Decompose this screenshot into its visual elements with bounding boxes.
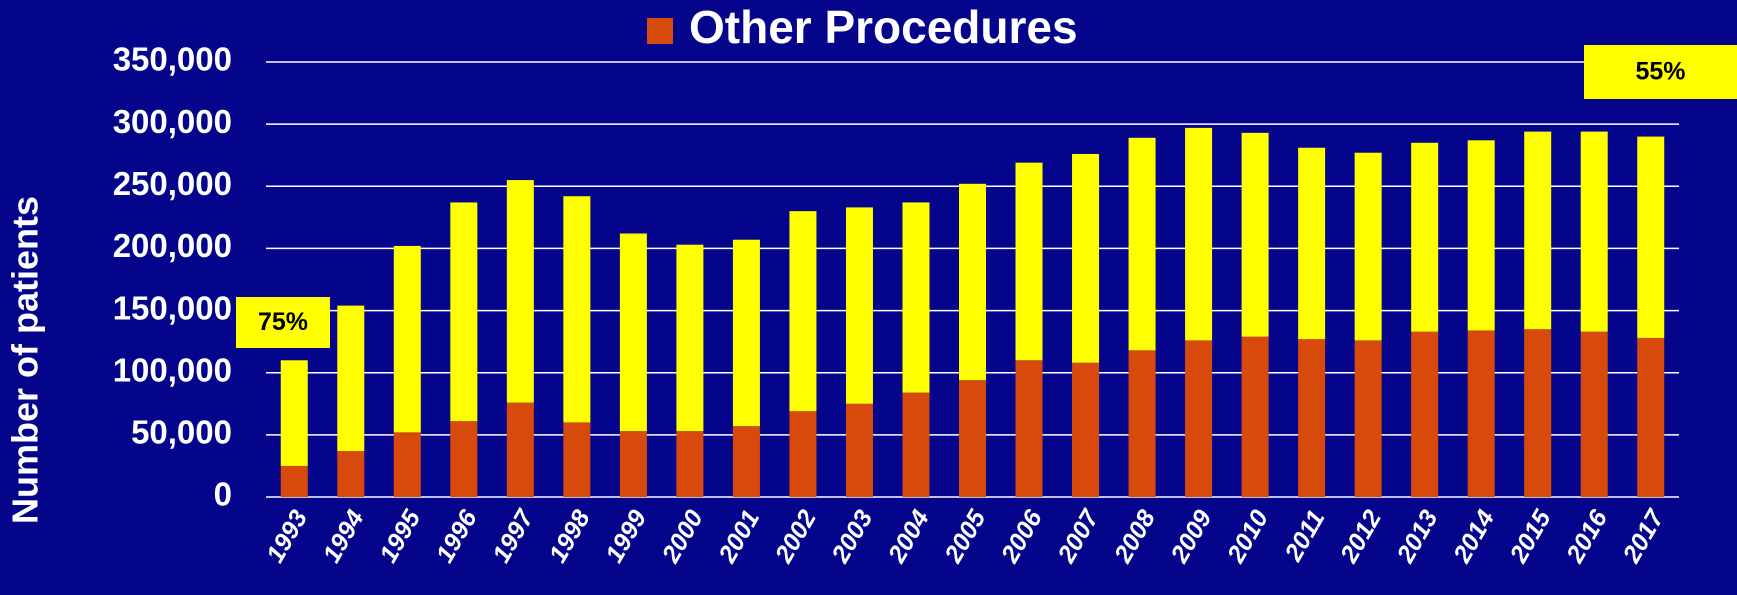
y-tick-label: 0 — [214, 476, 232, 513]
bar-segment — [902, 392, 930, 497]
bar-segment — [1241, 336, 1269, 497]
bar-segment — [280, 465, 308, 497]
bar-segment — [1580, 131, 1608, 332]
bar-segment — [845, 403, 873, 497]
bar-segment — [902, 202, 930, 393]
bar-segment — [1524, 329, 1552, 497]
y-tick-label: 300,000 — [113, 103, 232, 140]
bar-segment — [1072, 362, 1100, 497]
bar-segment — [450, 202, 478, 422]
bar-segment — [1467, 330, 1495, 497]
bar-segment — [1411, 142, 1439, 332]
bar-segment — [676, 431, 704, 497]
bar-segment — [619, 233, 647, 432]
bar-segment — [1580, 331, 1608, 497]
bar-segment — [393, 245, 421, 433]
bar-segment — [1015, 360, 1043, 497]
bar-segment — [1298, 147, 1326, 340]
bar-segment — [1467, 140, 1495, 331]
bar-segment — [1128, 137, 1156, 351]
bar-segment — [280, 360, 308, 466]
y-tick-label: 350,000 — [113, 41, 232, 78]
bar-segment — [450, 421, 478, 497]
bar-segment — [676, 244, 704, 432]
y-tick-label: 100,000 — [113, 351, 232, 388]
legend-swatch — [647, 18, 673, 44]
bar-segment — [337, 305, 365, 452]
bar-segment — [732, 426, 760, 497]
bar-segment — [1298, 339, 1326, 497]
bar-segment — [1185, 127, 1213, 341]
bar-segment — [563, 196, 591, 423]
bar-segment — [1128, 350, 1156, 497]
bar-segment — [1015, 162, 1043, 361]
bar-segment — [1637, 136, 1665, 338]
annotation-box — [1584, 45, 1737, 99]
bar-segment — [1354, 152, 1382, 341]
bar-segment — [789, 411, 817, 497]
bar-segment — [563, 422, 591, 497]
bar-segment — [845, 207, 873, 404]
y-tick-label: 250,000 — [113, 165, 232, 202]
bar-segment — [1185, 340, 1213, 497]
bar-segment — [1637, 337, 1665, 497]
bar-segment — [393, 432, 421, 497]
bar-segment — [506, 402, 534, 497]
legend-label: Other Procedures — [689, 1, 1078, 53]
annotation-text: 55% — [1635, 58, 1685, 86]
annotation-text: 75% — [258, 308, 308, 336]
bar-segment — [506, 180, 534, 403]
bar-segment — [337, 451, 365, 497]
bar-segment — [1411, 331, 1439, 497]
bar-segment — [959, 183, 986, 381]
bar-segment — [789, 211, 817, 412]
bar-segment — [1072, 153, 1100, 363]
bar-segment — [732, 239, 760, 427]
bar-segment — [1524, 131, 1552, 330]
y-tick-label: 150,000 — [113, 289, 232, 326]
y-tick-label: 50,000 — [131, 414, 232, 451]
bar-segment — [619, 431, 647, 497]
bar-segment — [1354, 340, 1382, 497]
bar-segment — [959, 380, 986, 497]
bar-segment — [1241, 132, 1269, 337]
y-tick-label: 200,000 — [113, 227, 232, 264]
annotation-box — [236, 297, 330, 348]
y-axis-label: Number of patients — [5, 196, 46, 524]
